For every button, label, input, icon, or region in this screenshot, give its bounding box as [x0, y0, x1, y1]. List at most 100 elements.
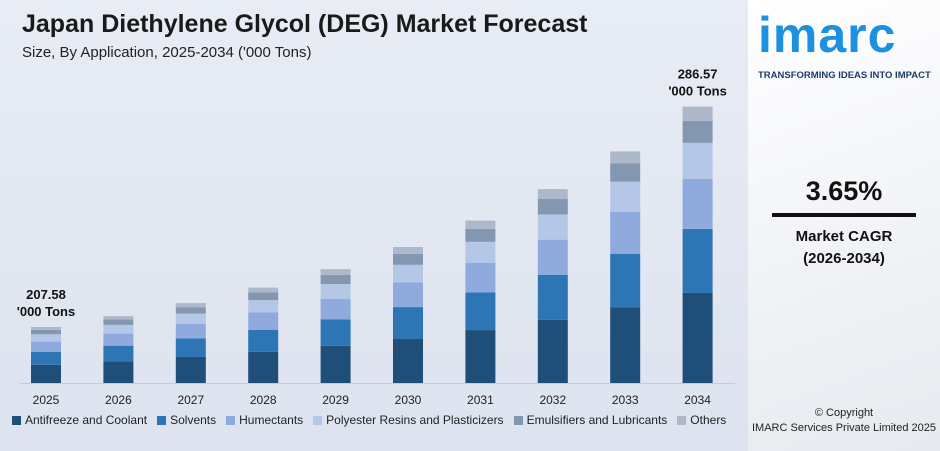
bar-segment	[537, 198, 568, 215]
bar-segment	[175, 323, 206, 339]
legend-swatch	[226, 416, 236, 425]
divider	[772, 213, 916, 217]
cagr-label: Market CAGR (2026-2034)	[748, 226, 940, 270]
bar-segment	[610, 307, 641, 383]
bar-segment	[610, 211, 641, 254]
bar-segment	[175, 356, 206, 383]
bar-segment	[682, 106, 713, 121]
x-tick-label: 2025	[33, 393, 60, 407]
bar-segment	[610, 181, 641, 212]
bar-segment	[537, 319, 568, 383]
bar-segment	[537, 239, 568, 275]
legend-swatch	[513, 416, 523, 425]
legend-swatch	[313, 416, 323, 425]
bar-segment	[610, 163, 641, 182]
bar-segment	[175, 303, 206, 308]
data-label-value: 207.58	[26, 287, 66, 302]
bar-segment	[682, 228, 713, 293]
cagr-label-text: Market CAGR	[795, 228, 893, 245]
legend-label: Others	[690, 413, 727, 427]
legend-swatch	[677, 416, 687, 425]
bar-segment	[682, 120, 713, 143]
bar-segment	[465, 292, 496, 331]
legend-swatch	[157, 416, 167, 425]
bar-segment	[175, 313, 206, 324]
bar-segment	[248, 300, 279, 313]
x-tick-label: 2033	[612, 393, 639, 407]
x-tick-label: 2034	[684, 393, 711, 407]
chart-title: Japan Diethylene Glycol (DEG) Market For…	[22, 10, 588, 38]
cagr-period: (2026-2034)	[803, 250, 885, 267]
bar-segment	[610, 151, 641, 164]
bar-segment	[393, 247, 423, 254]
legend: Antifreeze and Coolant Solvents Humectants…	[12, 413, 740, 428]
bar-segment	[175, 307, 206, 314]
legend-item: Others	[677, 413, 726, 428]
chart-panel: Japan Diethylene Glycol (DEG) Market For…	[0, 0, 748, 451]
bar-segment	[537, 189, 568, 199]
data-label-unit: '000 Tons	[668, 84, 726, 99]
bar-segment	[393, 282, 423, 308]
legend-item: Emulsifiers and Lubricants	[513, 413, 668, 428]
chart-subtitle: Size, By Application, 2025-2034 ('000 To…	[22, 44, 312, 61]
imarc-logo: imarc	[758, 7, 897, 63]
bar-segment	[31, 334, 61, 342]
legend-item: Humectants	[226, 413, 303, 428]
cagr-value: 3.65%	[805, 176, 883, 206]
bar-segment	[248, 312, 279, 330]
bar-segment	[103, 345, 134, 362]
x-tick-label: 2026	[105, 393, 132, 407]
legend-label: Humectants	[239, 413, 304, 427]
legend-label: Emulsifiers and Lubricants	[526, 413, 668, 427]
x-tick-label: 2031	[467, 393, 494, 407]
legend-swatch	[12, 416, 21, 425]
x-tick-label: 2030	[395, 393, 422, 407]
bar-segment	[320, 345, 351, 383]
bar-segment	[465, 262, 496, 293]
bar-segment	[393, 307, 423, 339]
x-tick-label: 2028	[250, 393, 277, 407]
copyright-line: © Copyright	[814, 407, 874, 419]
bar-segment	[31, 327, 61, 330]
bar-segment	[537, 214, 568, 240]
legend-label: Antifreeze and Coolant	[25, 413, 148, 427]
legend-item: Polyester Resins and Plasticizers	[313, 413, 504, 428]
stacked-bar-chart: 2025 2026 2027 2028 2029 2030 2031 2032 2033 2034…	[17, 67, 735, 407]
bar-segment	[465, 228, 496, 242]
brand-tagline: TRANSFORMING IDEAS INTO IMPACT	[758, 70, 931, 81]
bar-segment	[103, 319, 134, 325]
bar-segment	[682, 178, 713, 229]
copyright: © Copyright IMARC Services Private Limit…	[748, 406, 940, 436]
bar-segment	[103, 324, 134, 334]
bar-segment	[103, 316, 134, 320]
bar-segment	[393, 253, 423, 265]
legend-label: Polyester Resins and Plasticizers	[326, 413, 504, 427]
bar-segment	[610, 253, 641, 308]
bar-segment	[682, 292, 713, 383]
bar-segment	[537, 274, 568, 320]
bar-segment	[465, 330, 496, 383]
brand-panel: imarc TRANSFORMING IDEAS INTO IMPACT 3.6…	[748, 0, 940, 451]
x-tick-label: 2032	[539, 393, 566, 407]
bar-segment	[320, 274, 351, 285]
bar-segment	[320, 284, 351, 299]
bar-segment	[320, 319, 351, 346]
bar-segment	[103, 333, 134, 346]
bar-segment	[248, 292, 279, 301]
bar-segment	[31, 341, 61, 352]
data-label-unit: '000 Tons	[17, 304, 75, 319]
bar-segment	[248, 351, 279, 383]
legend-item: Antifreeze and Coolant	[12, 413, 147, 428]
bar-segment	[248, 287, 279, 293]
legend-label: Solvents	[170, 413, 217, 427]
bar-segment	[465, 220, 496, 229]
data-label-value: 286.57	[678, 67, 718, 82]
legend-item: Solvents	[157, 413, 216, 428]
bar-segment	[31, 351, 61, 365]
bar-segment	[175, 338, 206, 357]
bar-segment	[320, 298, 351, 320]
bar-segment	[31, 329, 61, 335]
bar-segment	[393, 338, 423, 383]
bar-segment	[248, 329, 279, 352]
bar-segment	[465, 241, 496, 263]
